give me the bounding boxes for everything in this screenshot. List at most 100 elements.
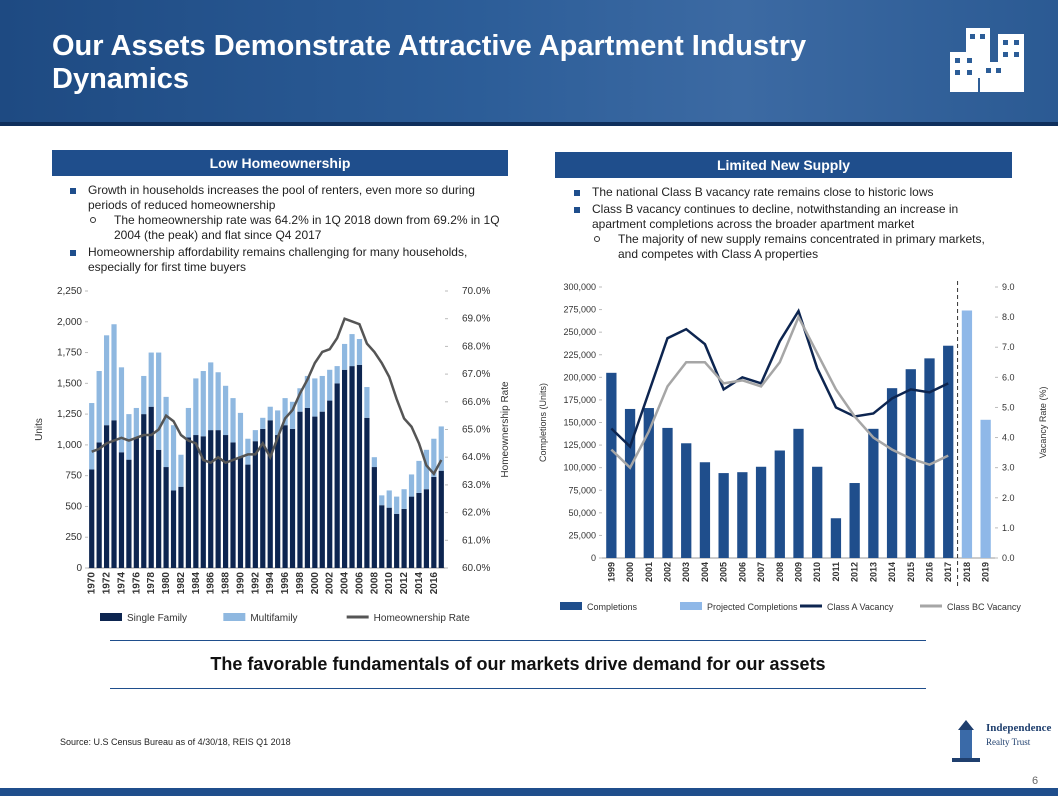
panel-heading: Low Homeownership (52, 150, 508, 176)
x-tick-label: 1970 (87, 572, 98, 595)
y2-axis-title: Vacancy Rate (%) (1038, 387, 1048, 459)
bar (252, 441, 258, 568)
line-series (610, 314, 949, 470)
bar (401, 489, 407, 509)
bar (924, 358, 935, 558)
bar (260, 428, 266, 568)
header-rule (0, 122, 1058, 126)
tagline: The favorable fundamentals of our market… (210, 654, 826, 674)
y-tick-label: 275,000 (563, 305, 596, 315)
bar (312, 416, 318, 568)
bar (289, 428, 296, 568)
rule (110, 640, 926, 641)
bar (905, 369, 916, 558)
y-tick-label: 250,000 (563, 327, 596, 337)
x-tick-label: 2015 (906, 562, 916, 582)
bar (237, 457, 244, 568)
legend-swatch (100, 613, 122, 621)
y-tick-label: 2,250 (57, 286, 82, 297)
bullet-text: Homeownership affordability remains chal… (88, 245, 468, 274)
bar (96, 371, 102, 443)
bar (141, 375, 147, 415)
x-tick-label: 2011 (831, 562, 841, 582)
bar (170, 425, 177, 491)
y-tick-label: 25,000 (568, 530, 596, 540)
bar (386, 507, 392, 568)
bar (718, 473, 729, 558)
x-tick-label: 1996 (280, 572, 291, 595)
bar (156, 449, 162, 568)
bar (275, 435, 281, 568)
bar (304, 407, 311, 568)
y2-tick-label: 69.0% (462, 314, 490, 325)
y-tick-label: 750 (65, 471, 82, 482)
legend-label: Completions (587, 602, 638, 612)
bar (103, 335, 110, 426)
y-tick-label: 2,000 (57, 317, 82, 328)
y2-tick-label: 1.0 (1002, 523, 1015, 533)
y2-axis-title: Homeownership Rate (500, 381, 511, 478)
bar (200, 436, 206, 568)
x-tick-label: 2010 (812, 562, 822, 582)
footer-band (0, 788, 1058, 796)
bullet-text: Class B vacancy continues to decline, no… (592, 202, 959, 231)
bar (237, 412, 244, 458)
bar (868, 428, 879, 558)
y2-tick-label: 70.0% (462, 286, 490, 297)
y2-tick-label: 60.0% (462, 563, 490, 574)
y-tick-label: 500 (65, 501, 82, 512)
bar (215, 430, 221, 568)
bar (793, 428, 804, 558)
x-tick-label: 2003 (681, 562, 691, 582)
x-tick-label: 2016 (925, 562, 935, 582)
bar (364, 417, 370, 568)
y-tick-label: 300,000 (563, 282, 596, 292)
x-tick-label: 1988 (221, 572, 232, 595)
x-tick-label: 1990 (235, 572, 246, 595)
x-tick-label: 1984 (191, 572, 202, 595)
bar (156, 352, 162, 450)
bar (118, 367, 125, 453)
x-tick-label: 2008 (775, 562, 785, 582)
bar (96, 442, 102, 568)
y2-tick-label: 6.0 (1002, 372, 1015, 382)
y-tick-label: 175,000 (563, 395, 596, 405)
bar (111, 420, 117, 568)
bar (349, 334, 355, 367)
bar (662, 427, 673, 558)
bar (737, 472, 748, 558)
bar (755, 466, 767, 558)
x-tick-label: 2018 (962, 562, 972, 582)
bar (438, 426, 444, 471)
y2-tick-label: 63.0% (462, 480, 490, 491)
x-tick-label: 2019 (981, 562, 991, 582)
bullet: Homeownership affordability remains chal… (62, 245, 502, 275)
x-tick-label: 2016 (429, 572, 440, 595)
bar (327, 400, 333, 568)
y2-tick-label: 3.0 (1002, 463, 1015, 473)
bar (185, 407, 192, 438)
bar (886, 388, 898, 558)
x-tick-label: 2006 (737, 562, 747, 582)
bar (193, 378, 199, 436)
header-band (0, 0, 1058, 122)
bar (208, 430, 214, 568)
bar (774, 450, 785, 558)
bar (624, 408, 636, 558)
y-tick-label: 125,000 (563, 440, 596, 450)
bar (222, 435, 229, 568)
x-tick-label: 1998 (295, 572, 306, 595)
y-tick-label: 50,000 (568, 508, 596, 518)
bar (297, 388, 303, 412)
bullet: Growth in households increases the pool … (62, 183, 502, 243)
bar (408, 474, 415, 497)
y2-tick-label: 67.0% (462, 369, 490, 380)
x-tick-label: 2012 (399, 572, 410, 595)
y-tick-label: 0 (591, 553, 596, 563)
bar (222, 385, 229, 436)
sub-bullet: The majority of new supply remains conce… (592, 232, 1006, 262)
bar (297, 411, 303, 568)
legend-label: Class A Vacancy (827, 602, 894, 612)
bar (423, 489, 430, 568)
